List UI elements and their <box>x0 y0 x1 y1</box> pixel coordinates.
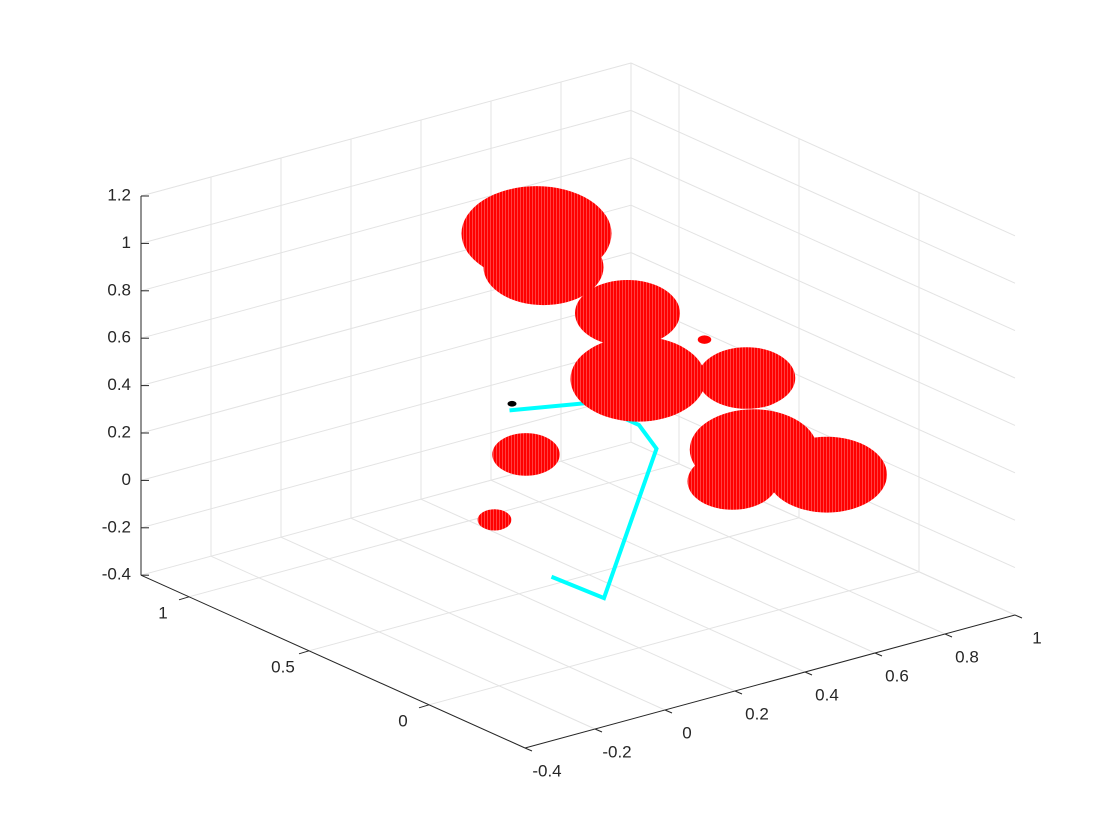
z-tick-label: 1.2 <box>107 185 131 204</box>
y-tick-label: 0 <box>398 711 407 730</box>
arm-path <box>509 400 659 601</box>
x-tick-label: 0.4 <box>815 685 839 704</box>
x-tick <box>874 652 883 657</box>
x-tick-label: 0.8 <box>955 647 979 666</box>
grid-line <box>420 498 806 673</box>
x-tick <box>944 633 953 638</box>
sphere <box>483 229 604 306</box>
grid-line <box>490 479 876 654</box>
grid-line <box>350 517 736 692</box>
sphere <box>507 400 517 407</box>
x-axis <box>524 614 1016 749</box>
z-tick-label: 0 <box>122 470 131 489</box>
x-tick <box>804 671 813 676</box>
grid-line <box>140 157 632 292</box>
grid-line <box>140 62 632 197</box>
x-tick-label: 1 <box>1032 628 1041 647</box>
grid-line <box>428 571 920 706</box>
x-tick-label: 0 <box>682 723 691 742</box>
grid-line <box>630 62 1016 237</box>
z-tick-label: 1 <box>122 233 131 252</box>
sphere <box>492 433 560 476</box>
grid-line <box>140 346 632 481</box>
z-tick-label: 0.4 <box>107 375 131 394</box>
grid-line <box>140 109 632 244</box>
x-tick-label: -0.4 <box>532 761 561 780</box>
x-tick <box>524 747 533 752</box>
x-tick-label: 0.6 <box>885 666 909 685</box>
y-axis <box>140 574 526 749</box>
z-tick-label: 0.2 <box>107 422 131 441</box>
grid-line <box>308 517 800 652</box>
sphere <box>697 335 712 344</box>
grid-line <box>140 441 632 576</box>
grid-line <box>140 299 632 434</box>
grid-line <box>630 157 1016 332</box>
sphere <box>477 509 512 531</box>
sphere <box>626 377 664 401</box>
x-tick <box>1014 614 1023 619</box>
sphere <box>687 452 778 510</box>
sphere <box>721 367 786 409</box>
x-tick <box>734 690 743 695</box>
z-tick-label: -0.4 <box>102 565 131 584</box>
z-tick-label: 0.8 <box>107 280 131 299</box>
x-tick-label: -0.2 <box>602 742 631 761</box>
grid-line <box>630 299 1016 474</box>
x-tick <box>664 709 673 714</box>
grid-line <box>630 252 1016 426</box>
grid-line <box>140 394 632 529</box>
grid-line <box>630 109 1016 284</box>
grid-line <box>630 204 1016 379</box>
y-tick <box>298 650 310 655</box>
x-tick <box>594 728 603 733</box>
z-tick-label: -0.2 <box>102 517 131 536</box>
grid-line <box>280 536 666 711</box>
grid-line <box>560 460 946 635</box>
z-tick-label: 0.6 <box>107 328 131 347</box>
sphere <box>575 279 680 347</box>
x-tick-label: 0.2 <box>745 704 769 723</box>
grid-line <box>210 555 596 730</box>
y-tick <box>418 704 430 709</box>
y-tick-label: 0.5 <box>271 657 295 676</box>
sphere <box>767 436 887 513</box>
y-tick <box>178 596 190 601</box>
grid-line <box>188 463 680 598</box>
y-tick-label: 1 <box>158 603 167 622</box>
